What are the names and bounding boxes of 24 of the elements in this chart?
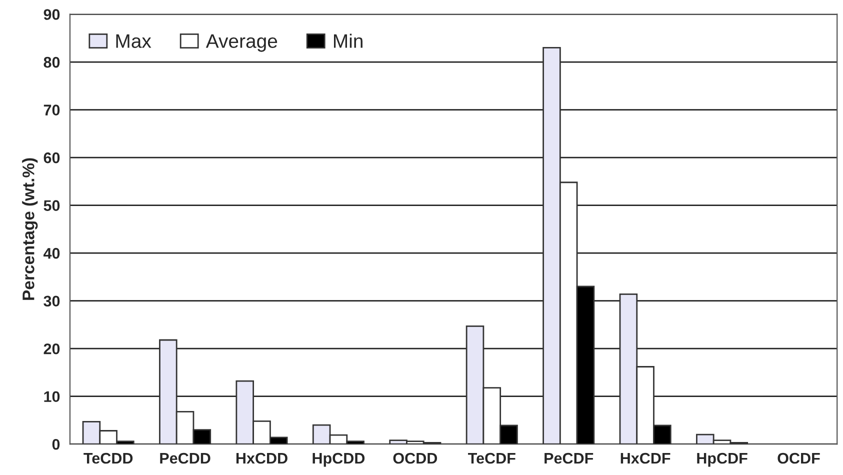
x-tick-label: HpCDD xyxy=(312,452,365,467)
x-tick-label: HpCDF xyxy=(697,452,748,467)
y-tick-label: 40 xyxy=(43,248,60,259)
y-tick-label: 50 xyxy=(44,200,60,211)
y-tick-label: 30 xyxy=(44,296,60,307)
legend-label: Average xyxy=(206,34,278,52)
y-tick-label: 90 xyxy=(44,9,60,20)
x-tick-label: HxCDF xyxy=(620,452,670,464)
x-tick-label: OCDD xyxy=(393,452,438,464)
y-tick-label: 60 xyxy=(44,152,60,164)
legend-label: Min xyxy=(334,34,362,48)
y-tick-label: 80 xyxy=(44,56,60,68)
x-tick-label: PeCDD xyxy=(160,452,210,464)
x-tick-label: TeCDF xyxy=(468,452,516,464)
legend-label: Max xyxy=(116,34,152,48)
x-tick-label: TeCDD xyxy=(84,452,133,464)
y-axis-title: Percentage (wt.%) xyxy=(22,158,38,300)
x-tick-label: PeCDF xyxy=(544,452,594,464)
y-tick-label: 0 xyxy=(52,438,60,450)
x-tick-label: HxCDD xyxy=(236,452,288,464)
y-tick-label: 10 xyxy=(44,391,60,402)
y-tick-label: 70 xyxy=(44,104,60,116)
x-tick-label: OCDF xyxy=(778,452,820,464)
y-tick-label: 20 xyxy=(44,343,60,354)
